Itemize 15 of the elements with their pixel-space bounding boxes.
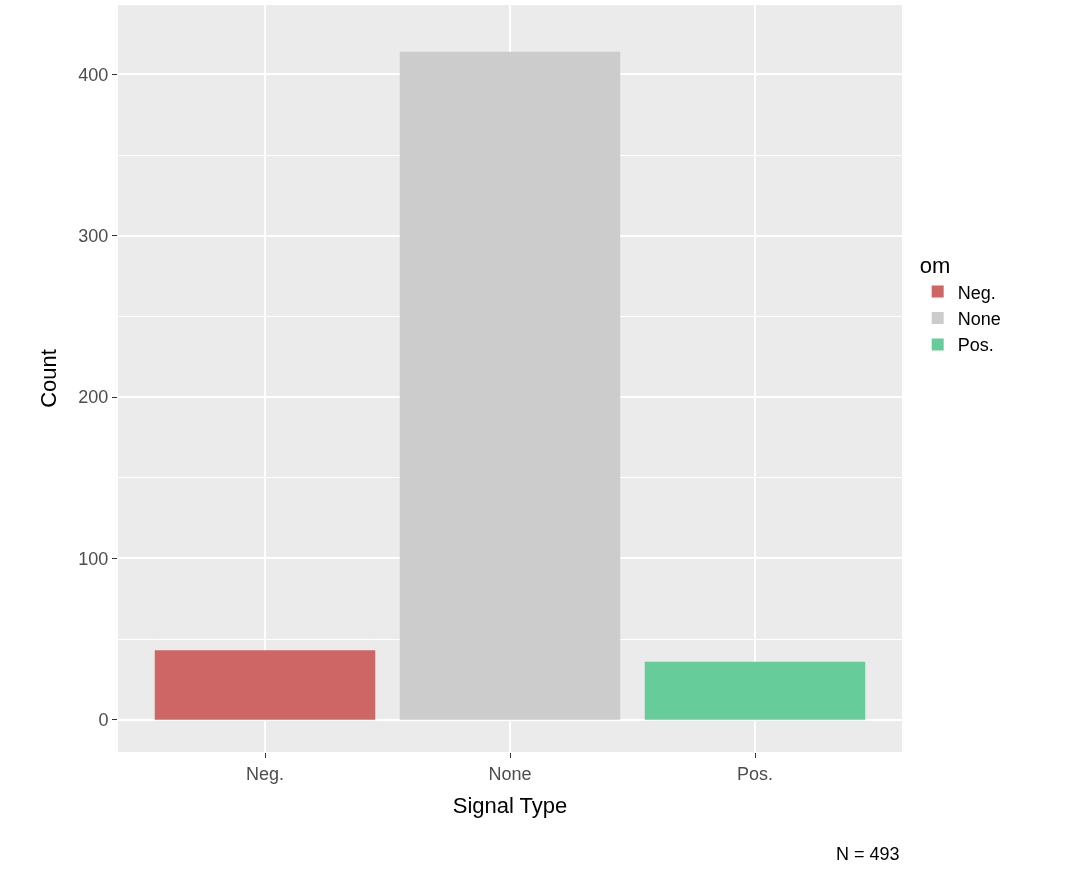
y-tick-label: 0	[98, 710, 109, 731]
legend-label: Pos.	[957, 335, 994, 356]
x-tick-label: Pos.	[736, 763, 774, 784]
legend-label: None	[957, 309, 1001, 330]
y-tick-label: 300	[78, 226, 109, 247]
text: N = 493	[836, 844, 900, 864]
y-tick-label: 200	[78, 387, 109, 408]
y-axis-title: Count	[36, 349, 62, 408]
y-tick-label: 100	[78, 548, 109, 569]
y-tick-label: 400	[78, 64, 109, 85]
legend-label: Neg.	[957, 282, 996, 303]
x-tick-label: None	[488, 763, 532, 784]
x-tick-label: Neg.	[245, 763, 285, 784]
x-axis-title: Signal Type	[452, 793, 568, 819]
legend-title: om	[919, 253, 951, 279]
